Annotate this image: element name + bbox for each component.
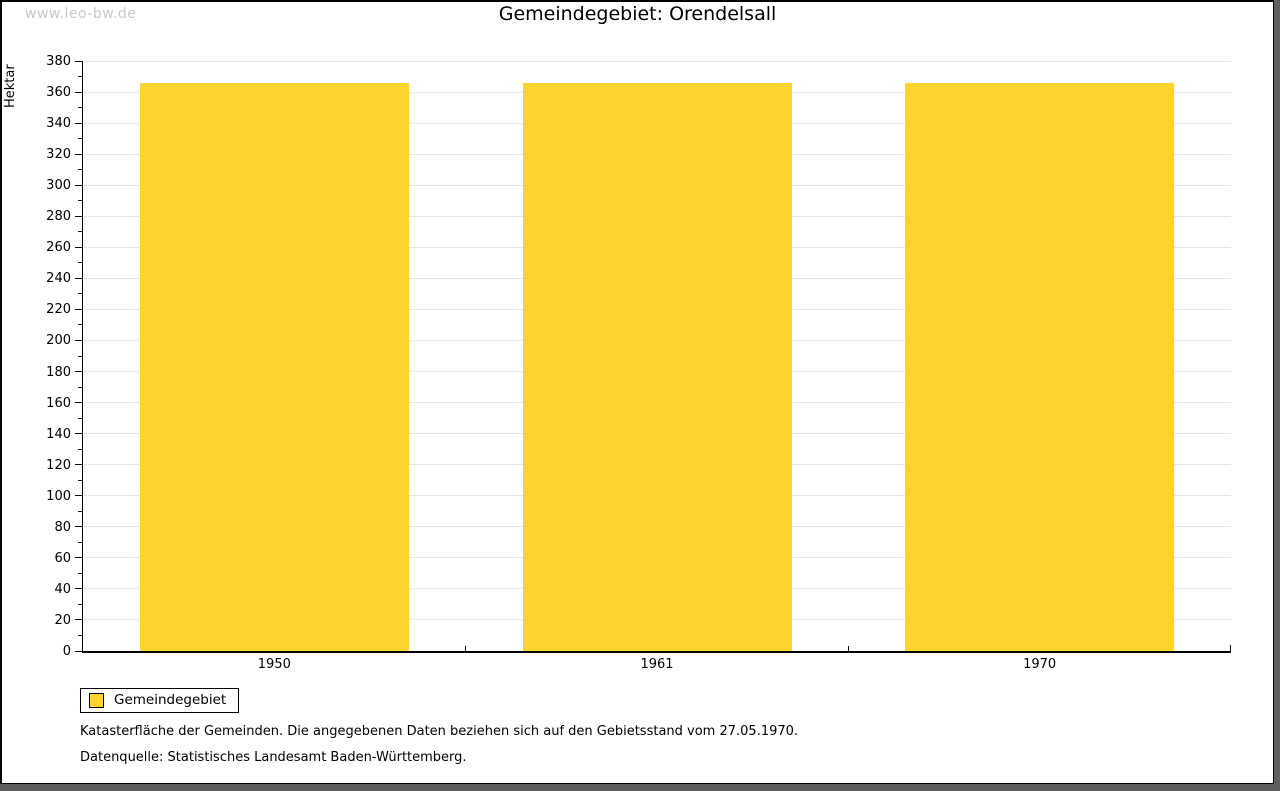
plot-area: 0 20 40 60 80 100 120 140 160 180 200 220 240 260 280 3… bbox=[46, 54, 1231, 672]
y-axis-major-tick bbox=[75, 91, 82, 93]
y-axis-minor-tick bbox=[78, 138, 82, 140]
y-axis-minor-tick bbox=[78, 324, 82, 326]
chart-title: Gemeindegebiet: Orendelsall bbox=[498, 3, 777, 25]
y-axis-tick-label: 240 bbox=[46, 271, 71, 287]
y-axis-minor-tick bbox=[78, 510, 82, 512]
watermark: www.leo-bw.de bbox=[25, 6, 137, 22]
y-axis-minor-tick bbox=[78, 107, 82, 109]
y-axis-tick-label: 80 bbox=[54, 519, 71, 535]
y-axis-minor-tick bbox=[78, 386, 82, 388]
y-axis-title: Hektar bbox=[3, 64, 18, 108]
y-axis-major-tick bbox=[75, 464, 82, 466]
y-axis-minor-tick bbox=[78, 417, 82, 419]
bar bbox=[905, 82, 1175, 651]
x-axis-tick bbox=[847, 646, 849, 651]
y-axis-minor-tick bbox=[78, 76, 82, 78]
y-axis-minor-tick bbox=[78, 448, 82, 450]
y-axis-minor-tick bbox=[78, 355, 82, 357]
y-axis-major-tick bbox=[75, 277, 82, 279]
footnote-source-note: Katasterfläche der Gemeinden. Die angege… bbox=[80, 724, 799, 739]
y-axis-major-tick bbox=[75, 650, 82, 652]
x-axis-tick-label: 1970 bbox=[1023, 657, 1057, 672]
y-axis-major-tick bbox=[75, 153, 82, 155]
y-axis-tick-label: 280 bbox=[46, 209, 71, 225]
y-axis-tick-label: 100 bbox=[46, 488, 71, 504]
y-axis-minor-tick bbox=[78, 603, 82, 605]
y-axis-tick-label: 160 bbox=[46, 395, 71, 411]
y-axis-minor-tick bbox=[78, 572, 82, 574]
y-axis-major-tick bbox=[75, 60, 82, 62]
x-axis-tick bbox=[465, 646, 467, 651]
y-axis-minor-tick bbox=[78, 479, 82, 481]
legend: Gemeindegebiet bbox=[80, 688, 240, 713]
y-axis-tick-label: 180 bbox=[46, 364, 71, 380]
y-axis-tick-label: 360 bbox=[46, 85, 71, 101]
y-axis-minor-tick bbox=[78, 200, 82, 202]
y-axis-tick-label: 60 bbox=[54, 550, 71, 566]
gridline bbox=[83, 60, 1231, 62]
y-axis-major-tick bbox=[75, 526, 82, 528]
x-axis-tick-label: 1950 bbox=[257, 657, 291, 672]
y-axis-major-tick bbox=[75, 308, 82, 310]
y-axis-tick-label: 340 bbox=[46, 116, 71, 132]
y-axis-minor-tick bbox=[78, 541, 82, 543]
y-axis-tick-label: 260 bbox=[46, 240, 71, 256]
y-axis-major-tick bbox=[75, 588, 82, 590]
y-axis-minor-tick bbox=[78, 169, 82, 171]
y-axis-minor-tick bbox=[78, 293, 82, 295]
x-axis-tick bbox=[1230, 645, 1231, 651]
y-axis-major-tick bbox=[75, 122, 82, 124]
y-axis-minor-tick bbox=[78, 231, 82, 233]
y-axis-major-tick bbox=[75, 371, 82, 373]
y-axis-tick-label: 140 bbox=[46, 426, 71, 442]
y-axis-tick-label: 40 bbox=[54, 581, 71, 597]
y-axis-tick-label: 20 bbox=[54, 612, 71, 628]
y-axis-minor-tick bbox=[78, 634, 82, 636]
y-axis-tick-label: 320 bbox=[46, 147, 71, 163]
y-axis-tick-label: 200 bbox=[46, 333, 71, 349]
y-axis-minor-tick bbox=[78, 262, 82, 264]
y-axis-tick-label: 220 bbox=[46, 302, 71, 318]
y-axis-major-tick bbox=[75, 619, 82, 621]
y-axis-major-tick bbox=[75, 339, 82, 341]
x-axis-tick-label: 1961 bbox=[640, 657, 674, 672]
y-axis-major-tick bbox=[75, 215, 82, 217]
footnote-data-source: Datenquelle: Statistisches Landesamt Bad… bbox=[80, 750, 467, 765]
y-axis-tick-label: 120 bbox=[46, 457, 71, 473]
y-axis-major-tick bbox=[75, 557, 82, 559]
bar bbox=[139, 82, 409, 651]
y-axis-major-tick bbox=[75, 495, 82, 497]
legend-label: Gemeindegebiet bbox=[114, 692, 227, 708]
y-axis-major-tick bbox=[75, 246, 82, 248]
bar bbox=[522, 82, 792, 651]
y-axis-tick-label: 0 bbox=[62, 644, 71, 659]
y-axis-major-tick bbox=[75, 433, 82, 435]
y-axis-tick-label: 380 bbox=[46, 54, 71, 69]
y-axis-tick-label: 300 bbox=[46, 178, 71, 194]
y-axis-major-tick bbox=[75, 184, 82, 186]
legend-swatch-icon bbox=[89, 692, 104, 708]
y-axis-major-tick bbox=[75, 402, 82, 404]
